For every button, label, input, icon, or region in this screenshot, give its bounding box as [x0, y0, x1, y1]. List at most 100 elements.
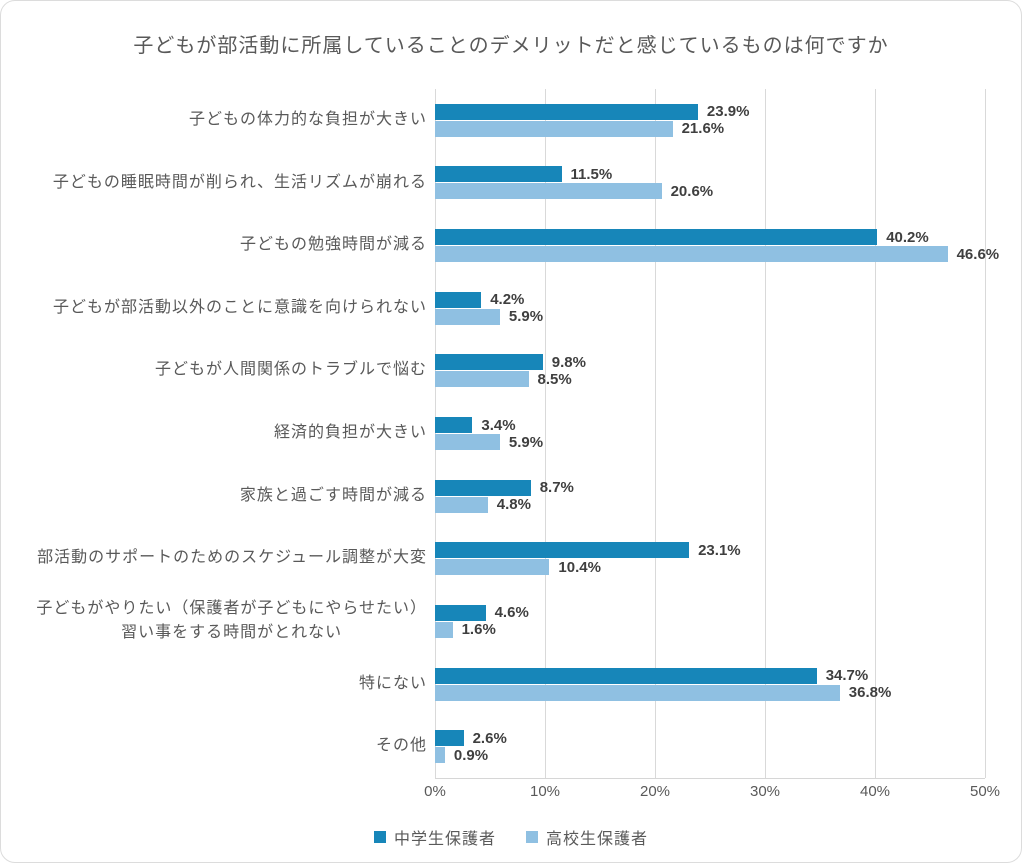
value-label: 5.9%	[508, 433, 544, 451]
category-label: 子どもがやりたい（保護者が子どもにやらせたい） 習い事をする時間がとれない	[36, 599, 427, 642]
bar-line: 4.6%	[435, 604, 985, 621]
chart-row: 子どもの勉強時間が減る 40.2% 46.6%	[1, 214, 999, 277]
gridline	[765, 89, 766, 778]
bar-high-school-parents	[435, 684, 840, 701]
bar-middle-school-parents	[435, 667, 817, 684]
plot-area: 子どもの体力的な負担が大きい 23.9% 21.6% 子どもの睡眠時間が削られ、生活リ…	[1, 89, 999, 779]
bar-high-school-parents	[435, 434, 500, 451]
legend-item-middle-school-parents: 中学生保護者	[373, 825, 496, 849]
bar-middle-school-parents	[435, 542, 690, 559]
bar-line: 40.2%	[435, 228, 985, 246]
bar-middle-school-parents	[435, 604, 486, 621]
value-label: 34.7%	[825, 667, 869, 685]
bar-high-school-parents	[435, 183, 662, 200]
value-label: 3.4%	[481, 416, 516, 434]
bar-pair: 23.1% 10.4%	[435, 541, 985, 576]
bar-rows-container: 子どもの体力的な負担が大きい 23.9% 21.6% 子どもの睡眠時間が削られ、生活リ…	[1, 89, 999, 778]
bar-middle-school-parents	[435, 417, 473, 434]
value-label: 20.6%	[670, 182, 714, 200]
value-label: 11.5%	[570, 165, 613, 183]
bar-line: 3.4%	[435, 416, 985, 434]
bar-pair: 23.9% 21.6%	[435, 103, 985, 138]
x-tick-label: 50%	[969, 783, 1001, 800]
category-label: 家族と過ごす時間が減る	[239, 486, 427, 504]
x-axis: 0% 10% 20% 30% 40% 50%	[424, 783, 1000, 803]
legend-item-high-school-parents: 高校生保護者	[526, 825, 648, 849]
bar-middle-school-parents	[435, 730, 464, 747]
category-label: 子どもの勉強時間が減る	[239, 236, 427, 254]
gridline	[875, 89, 876, 778]
bar-pair: 11.5% 20.6%	[435, 165, 985, 200]
bar-middle-school-parents	[435, 354, 543, 371]
bar-middle-school-parents	[435, 103, 698, 120]
x-tick-label: 20%	[639, 783, 671, 800]
bar-middle-school-parents	[435, 479, 531, 496]
value-label: 4.8%	[496, 496, 531, 514]
chart-row: 子どもがやりたい（保護者が子どもにやらせたい） 習い事をする時間がとれない 4.6…	[1, 590, 985, 653]
chart-row: 子どもが人間関係のトラブルで悩む 9.8% 8.5%	[1, 340, 985, 403]
category-label: 部活動のサポートのためのスケジュール調整が大変	[37, 549, 427, 567]
category-label: 子どもの体力的な負担が大きい	[188, 110, 427, 128]
bar-pair: 34.7% 36.8%	[435, 667, 985, 702]
bar-line: 8.5%	[435, 370, 985, 388]
value-label: 40.2%	[886, 228, 929, 246]
bar-line: 4.8%	[435, 496, 985, 514]
value-label: 0.9%	[453, 746, 489, 764]
x-tick-label: 40%	[859, 783, 891, 800]
bar-middle-school-parents	[435, 166, 562, 183]
value-label: 4.2%	[490, 291, 525, 309]
bar-pair: 9.8% 8.5%	[435, 354, 985, 388]
bar-line: 8.7%	[435, 479, 985, 497]
value-label: 8.5%	[537, 370, 572, 388]
chart-row: その他 2.6% 0.9%	[1, 715, 985, 778]
x-tick-label: 30%	[749, 783, 781, 800]
legend-swatch-icon	[526, 831, 538, 843]
bar-line: 23.9%	[435, 103, 985, 121]
bar-high-school-parents	[435, 496, 488, 513]
chart-row: 子どもの体力的な負担が大きい 23.9% 21.6%	[1, 89, 985, 152]
gridline	[545, 89, 546, 778]
gridline	[985, 89, 986, 778]
value-label: 2.6%	[472, 729, 507, 747]
chart-title: 子どもが部活動に所属していることのデメリットだと感じているものは何ですか	[133, 35, 889, 57]
category-label: その他	[375, 737, 427, 755]
chart-row: 経済的負担が大きい 3.4% 5.9%	[1, 402, 985, 465]
bar-line: 10.4%	[435, 558, 985, 576]
bar-pair: 8.7% 4.8%	[435, 479, 985, 514]
bar-high-school-parents	[435, 747, 445, 764]
bar-high-school-parents	[435, 308, 500, 325]
bar-high-school-parents	[435, 120, 673, 137]
x-tick-label: 0%	[424, 783, 446, 800]
value-label: 10.4%	[558, 558, 601, 576]
legend-label: 高校生保護者	[546, 831, 649, 848]
category-label: 特にない	[358, 674, 427, 692]
bar-line: 9.8%	[435, 354, 985, 371]
bar-line: 2.6%	[435, 729, 985, 747]
bar-line: 36.8%	[435, 684, 985, 702]
category-label: 経済的負担が大きい	[273, 424, 427, 442]
value-label: 21.6%	[681, 120, 725, 138]
bar-pair: 40.2% 46.6%	[435, 228, 999, 263]
x-tick-label: 10%	[529, 783, 561, 800]
category-label: 子どもが部活動以外のことに意識を向けられない	[52, 298, 427, 316]
bar-middle-school-parents	[435, 291, 482, 308]
category-label: 子どもの睡眠時間が削られ、生活リズムが崩れる	[52, 173, 427, 191]
category-label: 子どもが人間関係のトラブルで悩む	[154, 361, 427, 379]
value-label: 23.9%	[706, 103, 750, 121]
bar-pair: 3.4% 5.9%	[435, 416, 985, 451]
chart-row: 特にない 34.7% 36.8%	[1, 653, 985, 716]
value-label: 8.7%	[539, 479, 574, 497]
bar-high-school-parents	[435, 246, 948, 263]
gridlines-container	[435, 89, 986, 779]
legend-label: 中学生保護者	[393, 831, 496, 848]
bar-high-school-parents	[435, 559, 550, 576]
bar-line: 1.6%	[435, 621, 985, 638]
legend: 中学生保護者 高校生保護者	[1, 825, 1021, 849]
bar-pair: 4.2% 5.9%	[435, 291, 985, 325]
value-label: 23.1%	[698, 541, 741, 559]
chart-row: 部活動のサポートのためのスケジュール調整が大変 23.1% 10.4%	[1, 527, 985, 590]
bar-pair: 2.6% 0.9%	[435, 729, 985, 764]
bar-line: 0.9%	[435, 746, 985, 764]
value-label: 36.8%	[848, 684, 892, 702]
